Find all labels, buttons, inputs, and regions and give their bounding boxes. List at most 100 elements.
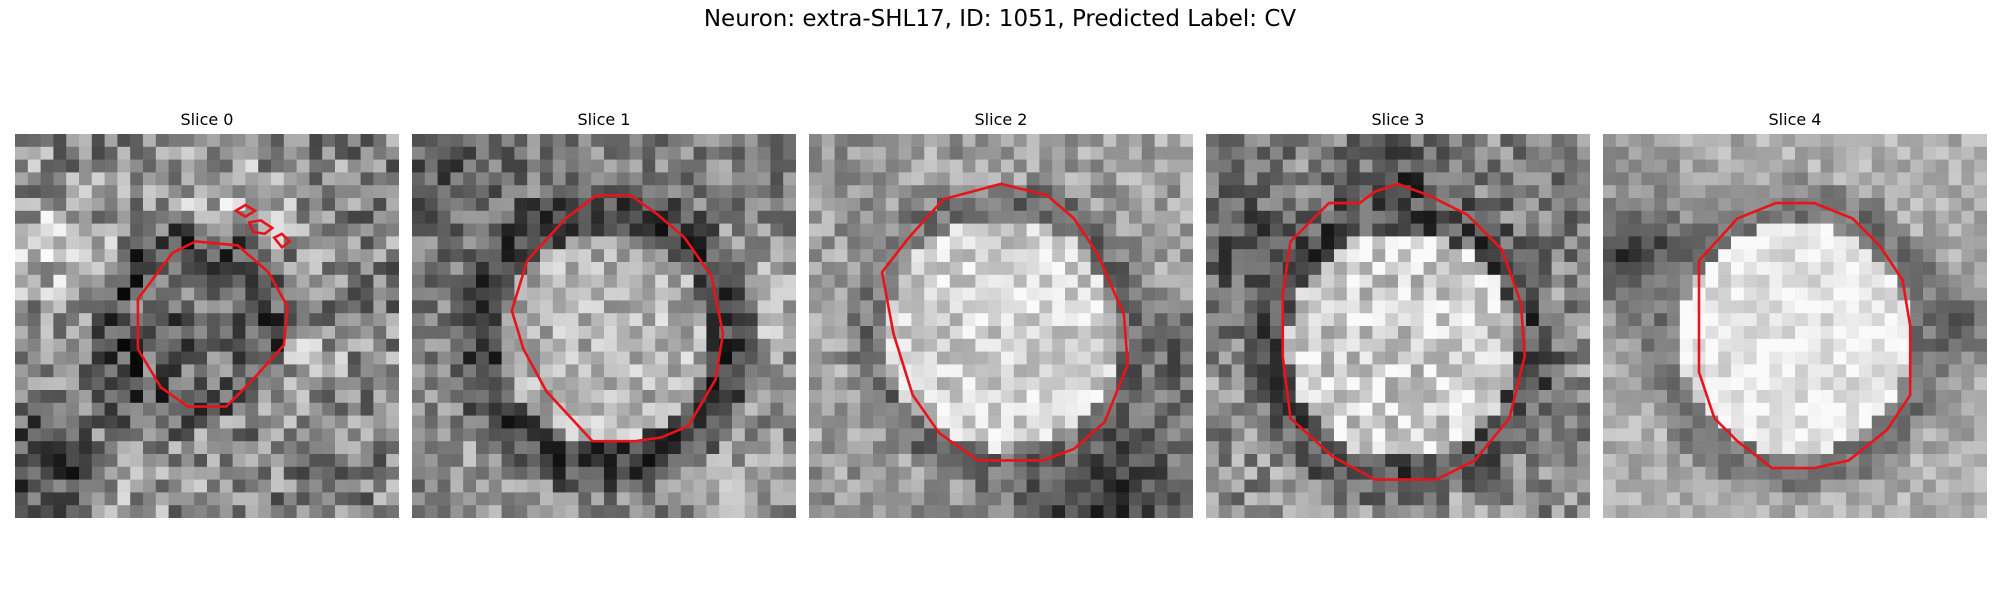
image-pixel bbox=[552, 466, 566, 480]
image-pixel bbox=[1859, 351, 1873, 365]
image-pixel bbox=[309, 338, 323, 352]
image-pixel bbox=[1654, 134, 1668, 148]
image-pixel bbox=[15, 274, 29, 288]
image-pixel bbox=[1615, 274, 1629, 288]
image-pixel bbox=[1334, 390, 1348, 404]
image-pixel bbox=[1487, 185, 1501, 199]
image-pixel bbox=[1743, 172, 1757, 186]
image-pixel bbox=[450, 198, 464, 212]
image-pixel bbox=[1615, 223, 1629, 237]
image-pixel bbox=[732, 185, 746, 199]
image-pixel bbox=[1859, 505, 1873, 518]
image-pixel bbox=[1833, 287, 1847, 301]
image-pixel bbox=[1116, 159, 1130, 173]
image-pixel bbox=[1436, 262, 1450, 276]
image-pixel bbox=[1564, 466, 1578, 480]
image-pixel bbox=[194, 249, 208, 263]
image-pixel bbox=[834, 364, 848, 378]
image-pixel bbox=[53, 236, 67, 250]
image-pixel bbox=[1628, 338, 1642, 352]
image-pixel bbox=[1564, 479, 1578, 493]
image-pixel bbox=[1077, 466, 1091, 480]
image-pixel bbox=[1410, 479, 1424, 493]
image-pixel bbox=[834, 287, 848, 301]
image-pixel bbox=[1833, 466, 1847, 480]
image-pixel bbox=[168, 210, 182, 224]
image-pixel bbox=[744, 172, 758, 186]
image-pixel bbox=[143, 390, 157, 404]
image-pixel bbox=[1244, 223, 1258, 237]
image-pixel bbox=[873, 402, 887, 416]
image-pixel bbox=[847, 146, 861, 160]
image-pixel bbox=[476, 364, 490, 378]
image-pixel bbox=[27, 466, 41, 480]
image-pixel bbox=[412, 479, 426, 493]
image-pixel bbox=[424, 134, 438, 148]
image-pixel bbox=[1257, 185, 1271, 199]
image-pixel bbox=[1346, 479, 1360, 493]
image-pixel bbox=[1782, 313, 1796, 327]
image-pixel bbox=[1026, 505, 1040, 518]
image-pixel bbox=[194, 262, 208, 276]
image-pixel bbox=[937, 172, 951, 186]
image-pixel bbox=[1603, 146, 1617, 160]
image-pixel bbox=[1782, 172, 1796, 186]
image-pixel bbox=[1526, 198, 1540, 212]
image-pixel bbox=[1206, 262, 1220, 276]
image-pixel bbox=[194, 185, 208, 199]
image-pixel bbox=[1423, 402, 1437, 416]
image-pixel bbox=[937, 223, 951, 237]
image-pixel bbox=[412, 351, 426, 365]
image-pixel bbox=[1001, 479, 1015, 493]
image-pixel bbox=[386, 492, 399, 506]
image-pixel bbox=[719, 236, 733, 250]
image-pixel bbox=[847, 364, 861, 378]
image-pixel bbox=[1538, 198, 1552, 212]
image-pixel bbox=[1820, 159, 1834, 173]
image-pixel bbox=[1615, 338, 1629, 352]
image-pixel bbox=[309, 159, 323, 173]
image-pixel bbox=[1667, 198, 1681, 212]
image-pixel bbox=[463, 415, 477, 429]
image-pixel bbox=[1603, 364, 1617, 378]
image-pixel bbox=[476, 134, 490, 148]
image-pixel bbox=[1807, 505, 1821, 518]
image-pixel bbox=[1603, 313, 1617, 327]
image-pixel bbox=[1462, 198, 1476, 212]
segmentation-contour bbox=[136, 240, 289, 408]
image-pixel bbox=[1244, 377, 1258, 391]
image-pixel bbox=[1167, 364, 1181, 378]
image-pixel bbox=[424, 492, 438, 506]
image-pixel bbox=[476, 198, 490, 212]
image-pixel bbox=[168, 505, 182, 518]
image-pixel bbox=[1346, 198, 1360, 212]
image-pixel bbox=[604, 390, 618, 404]
image-pixel bbox=[1372, 454, 1386, 468]
image-pixel bbox=[91, 479, 105, 493]
image-pixel bbox=[1603, 223, 1617, 237]
image-pixel bbox=[1564, 300, 1578, 314]
image-pixel bbox=[412, 159, 426, 173]
image-pixel bbox=[693, 172, 707, 186]
image-pixel bbox=[1052, 479, 1066, 493]
image-pixel bbox=[527, 428, 541, 442]
image-pixel bbox=[911, 338, 925, 352]
image-pixel bbox=[258, 415, 272, 429]
image-pixel bbox=[1679, 198, 1693, 212]
image-pixel bbox=[1961, 223, 1975, 237]
image-pixel bbox=[283, 351, 297, 365]
image-pixel bbox=[1321, 402, 1335, 416]
image-pixel bbox=[1974, 441, 1987, 455]
image-pixel bbox=[1551, 351, 1565, 365]
image-pixel bbox=[104, 249, 118, 263]
image-pixel bbox=[1334, 172, 1348, 186]
image-pixel bbox=[1141, 159, 1155, 173]
image-pixel bbox=[27, 210, 41, 224]
image-pixel bbox=[1692, 198, 1706, 212]
image-pixel bbox=[1782, 326, 1796, 340]
image-pixel bbox=[591, 454, 605, 468]
image-pixel bbox=[1718, 377, 1732, 391]
image-pixel bbox=[1282, 198, 1296, 212]
image-pixel bbox=[1167, 274, 1181, 288]
image-pixel bbox=[53, 415, 67, 429]
